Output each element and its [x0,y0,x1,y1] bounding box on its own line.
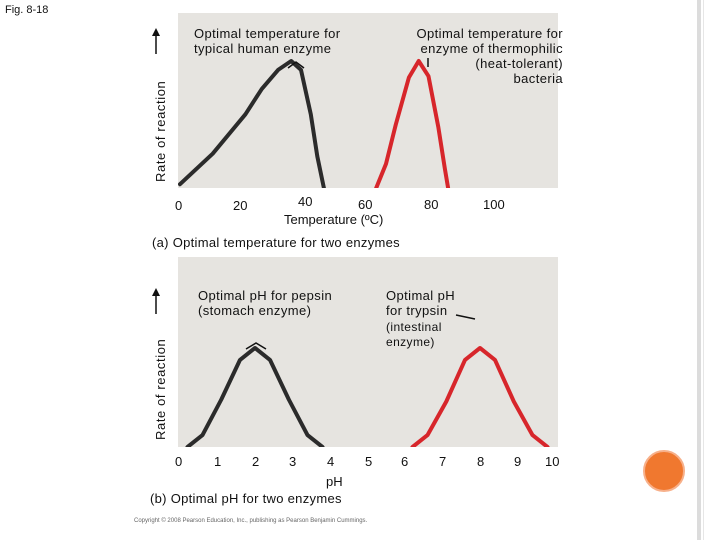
panel-a-y-axis-arrow [152,28,160,54]
slide-border-line [703,0,704,540]
x-tick-b-8: 8 [477,454,485,469]
x-tick-b-3: 3 [289,454,297,469]
panel-a-x-axis-label: Temperature (ºC) [284,212,384,227]
x-tick-a-100: 100 [483,197,505,212]
x-tick-a-80: 80 [424,197,439,212]
figure-label: Fig. 8-18 [5,4,49,16]
annotation-thermophilic-optimum: Optimal temperature for enzyme of thermo… [416,26,563,86]
panel-b-caption: (b) Optimal pH for two enzymes [150,491,342,506]
panel-b-y-axis-arrow [152,288,160,314]
x-tick-b-2: 2 [252,454,260,469]
x-tick-b-10: 10 [545,454,560,469]
copyright-footer: Copyright © 2008 Pearson Education, Inc.… [134,518,368,524]
panel-a-y-axis-label: Rate of reaction [153,80,168,182]
x-tick-a-60: 60 [358,197,373,212]
x-tick-a-0: 0 [175,198,183,213]
x-tick-b-0: 0 [175,454,183,469]
pepsin-optimum-marker [245,342,267,350]
panel-b-x-axis-label: pH [326,474,343,489]
x-tick-b-4: 4 [327,454,335,469]
thermophilic-enzyme-curve [374,59,451,188]
annotation-pepsin-optimum: Optimal pH for pepsin (stomach enzyme) [198,288,333,318]
panel-b-chart [185,314,550,447]
slide-accent-circle [643,450,685,492]
annotation-trypsin-optimum: Optimal pH for trypsin [386,288,456,318]
x-tick-b-7: 7 [439,454,447,469]
panel-b-y-axis-label: Rate of reaction [153,338,168,440]
human-enzyme-curve [178,59,326,188]
annotation-human-optimum: Optimal temperature for typical human en… [194,26,341,56]
slide-border [697,0,701,540]
panel-b-plot-area [178,257,558,447]
trypsin-optimum-marker [455,314,476,320]
human-optimum-marker [287,61,305,69]
panel-a-plot-area [178,13,558,188]
panel-a-chart [178,58,451,188]
x-tick-a-40: 40 [298,194,313,209]
pepsin-curve [185,346,325,447]
x-tick-b-5: 5 [365,454,373,469]
panel-a-caption: (a) Optimal temperature for two enzymes [152,235,400,250]
x-tick-a-20: 20 [233,198,248,213]
trypsin-curve [410,346,550,447]
x-tick-b-6: 6 [401,454,409,469]
annotation-trypsin-note: (intestinal enzyme) [386,320,442,349]
x-tick-b-9: 9 [514,454,522,469]
x-tick-b-1: 1 [214,454,222,469]
